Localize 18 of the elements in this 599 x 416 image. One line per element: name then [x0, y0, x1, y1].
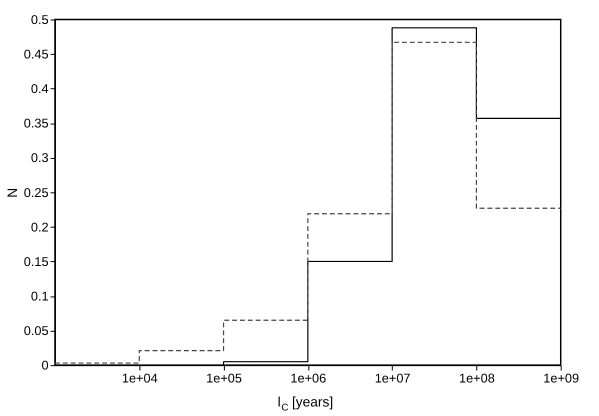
y-tick-label: 0.45 [24, 46, 49, 62]
x-tick-label: 1e+05 [206, 370, 242, 386]
y-tick-label: 0.4 [30, 81, 49, 96]
x-tick-label: 1e+04 [122, 370, 158, 386]
y-tick-label: 0.2 [30, 219, 49, 234]
y-tick-label: 0.3 [30, 150, 49, 166]
y-tick-label: 0.35 [24, 116, 49, 131]
x-tick-label: 1e+08 [459, 370, 495, 386]
x-tick-label: 1e+06 [290, 370, 326, 386]
y-tick-label: 0.05 [24, 323, 49, 338]
y-tick-label: 0.1 [30, 288, 49, 304]
x-tick-label: 1e+09 [543, 370, 580, 386]
x-tick-label: 1e+07 [374, 370, 411, 386]
y-tick-label: 0.25 [24, 184, 49, 200]
y-tick-label: 0 [42, 358, 49, 373]
y-tick-label: 0.5 [30, 12, 49, 27]
y-axis-title: N [4, 188, 20, 198]
y-tick-label: 0.15 [24, 254, 49, 269]
